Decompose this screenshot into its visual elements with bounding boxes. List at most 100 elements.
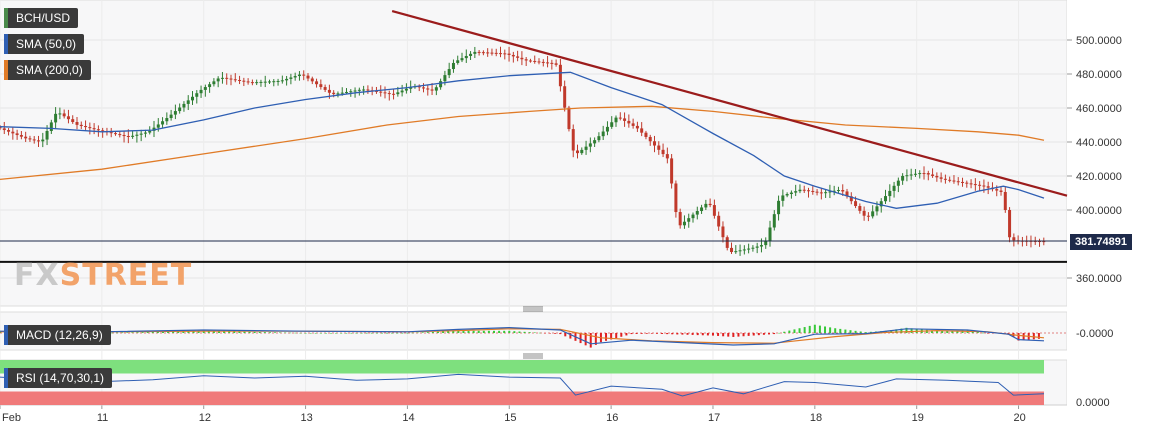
candle-body: [422, 87, 426, 89]
candle-body: [768, 227, 772, 241]
macd-histogram-bar: [732, 333, 735, 337]
candle-body: [640, 128, 644, 133]
candle-body: [678, 212, 682, 226]
macd-histogram-bar: [503, 330, 506, 333]
candle-body: [1003, 191, 1007, 210]
candle-body: [691, 214, 695, 219]
macd-histogram-bar: [610, 333, 613, 340]
candle-body: [866, 215, 870, 217]
macd-histogram-bar: [330, 333, 333, 334]
candle-body: [704, 203, 708, 208]
macd-histogram-bar: [813, 324, 816, 333]
macd-histogram-bar: [319, 333, 322, 334]
candle-body: [7, 130, 11, 132]
candle-body: [24, 136, 28, 139]
candle-body: [71, 119, 75, 123]
date-tick-label: 14: [402, 412, 414, 424]
legend-sma200: SMA (200,0): [4, 60, 91, 80]
candle-body: [623, 118, 627, 121]
macd-histogram-bar: [121, 332, 124, 334]
macd-histogram-bar: [676, 333, 679, 335]
macd-histogram-bar: [890, 330, 893, 333]
candle-body: [845, 191, 849, 197]
candle-body: [858, 206, 862, 211]
candle-body: [751, 247, 755, 249]
macd-histogram-bar: [1017, 333, 1020, 341]
macd-histogram-bar: [212, 331, 215, 333]
candle-body: [657, 145, 661, 150]
macd-histogram-bar: [156, 331, 159, 333]
candle-body: [387, 93, 391, 95]
macd-histogram-bar: [930, 330, 933, 333]
macd-histogram-bar: [946, 330, 949, 333]
macd-histogram-bar: [223, 331, 226, 333]
macd-histogram-bar: [655, 333, 658, 334]
legend-sma200-label: SMA (200,0): [16, 63, 83, 77]
candle-body: [173, 111, 177, 115]
legend-macd: MACD (12,26,9): [4, 325, 111, 345]
candle-body: [353, 90, 357, 92]
macd-histogram-bar: [187, 331, 190, 333]
candle-body: [327, 89, 331, 93]
candle-body: [849, 196, 853, 202]
candle-body: [62, 113, 66, 117]
candle-body: [931, 174, 935, 176]
macd-histogram-bar: [324, 333, 327, 334]
candle-body: [32, 139, 36, 141]
macd-histogram-bar: [961, 330, 964, 333]
macd-histogram-bar: [274, 332, 277, 333]
legend-rsi: RSI (14,70,30,1): [4, 368, 113, 388]
watermark-part2: STREET: [59, 258, 193, 293]
candle-body: [417, 86, 421, 88]
candle-body: [426, 88, 430, 90]
candle-body: [186, 100, 190, 104]
macd-histogram-bar: [0, 331, 1, 333]
macd-histogram-bar: [289, 332, 292, 334]
candle-body: [182, 103, 186, 108]
candle-body: [516, 56, 520, 58]
macd-histogram-bar: [793, 329, 796, 333]
macd-histogram-bar: [131, 332, 134, 333]
candle-body: [862, 210, 866, 216]
candle-body: [92, 128, 96, 130]
candle-body: [939, 177, 943, 179]
candle-body: [764, 240, 768, 246]
macd-histogram-bar: [747, 333, 750, 336]
candle-body: [730, 247, 734, 253]
candle-body: [794, 191, 798, 193]
macd-histogram-bar: [798, 328, 801, 333]
legend-sma200-swatch: [4, 60, 8, 80]
candle-body: [961, 181, 965, 183]
candle-body: [537, 61, 541, 63]
macd-histogram-bar: [167, 331, 170, 333]
macd-histogram-bar: [314, 333, 317, 334]
candle-body: [712, 205, 716, 216]
candle-body: [473, 51, 477, 54]
macd-histogram-bar: [513, 331, 516, 333]
candle-body: [357, 89, 361, 91]
macd-histogram-bar: [136, 332, 139, 333]
candle-body: [905, 175, 909, 177]
candle-body: [0, 126, 2, 129]
candle-body: [922, 173, 926, 175]
candle-body: [469, 53, 473, 56]
candle-body: [165, 118, 169, 122]
candle-body: [323, 87, 327, 90]
candle-body: [815, 191, 819, 193]
macd-histogram-bar: [538, 332, 541, 334]
candle-body: [289, 77, 293, 79]
candle-body: [396, 92, 400, 95]
macd-histogram-bar: [177, 331, 180, 333]
macd-histogram-bar: [615, 333, 618, 339]
candle-body: [588, 143, 592, 147]
candle-body: [759, 245, 763, 247]
candle-body: [725, 237, 729, 248]
macd-histogram-bar: [533, 332, 536, 333]
candle-body: [306, 75, 310, 79]
macd-histogram-bar: [523, 331, 526, 333]
candle-body: [302, 74, 306, 76]
candle-body: [734, 251, 738, 253]
candle-body: [332, 92, 336, 95]
date-tick-label: Feb: [2, 412, 21, 424]
candle-body: [374, 90, 378, 92]
